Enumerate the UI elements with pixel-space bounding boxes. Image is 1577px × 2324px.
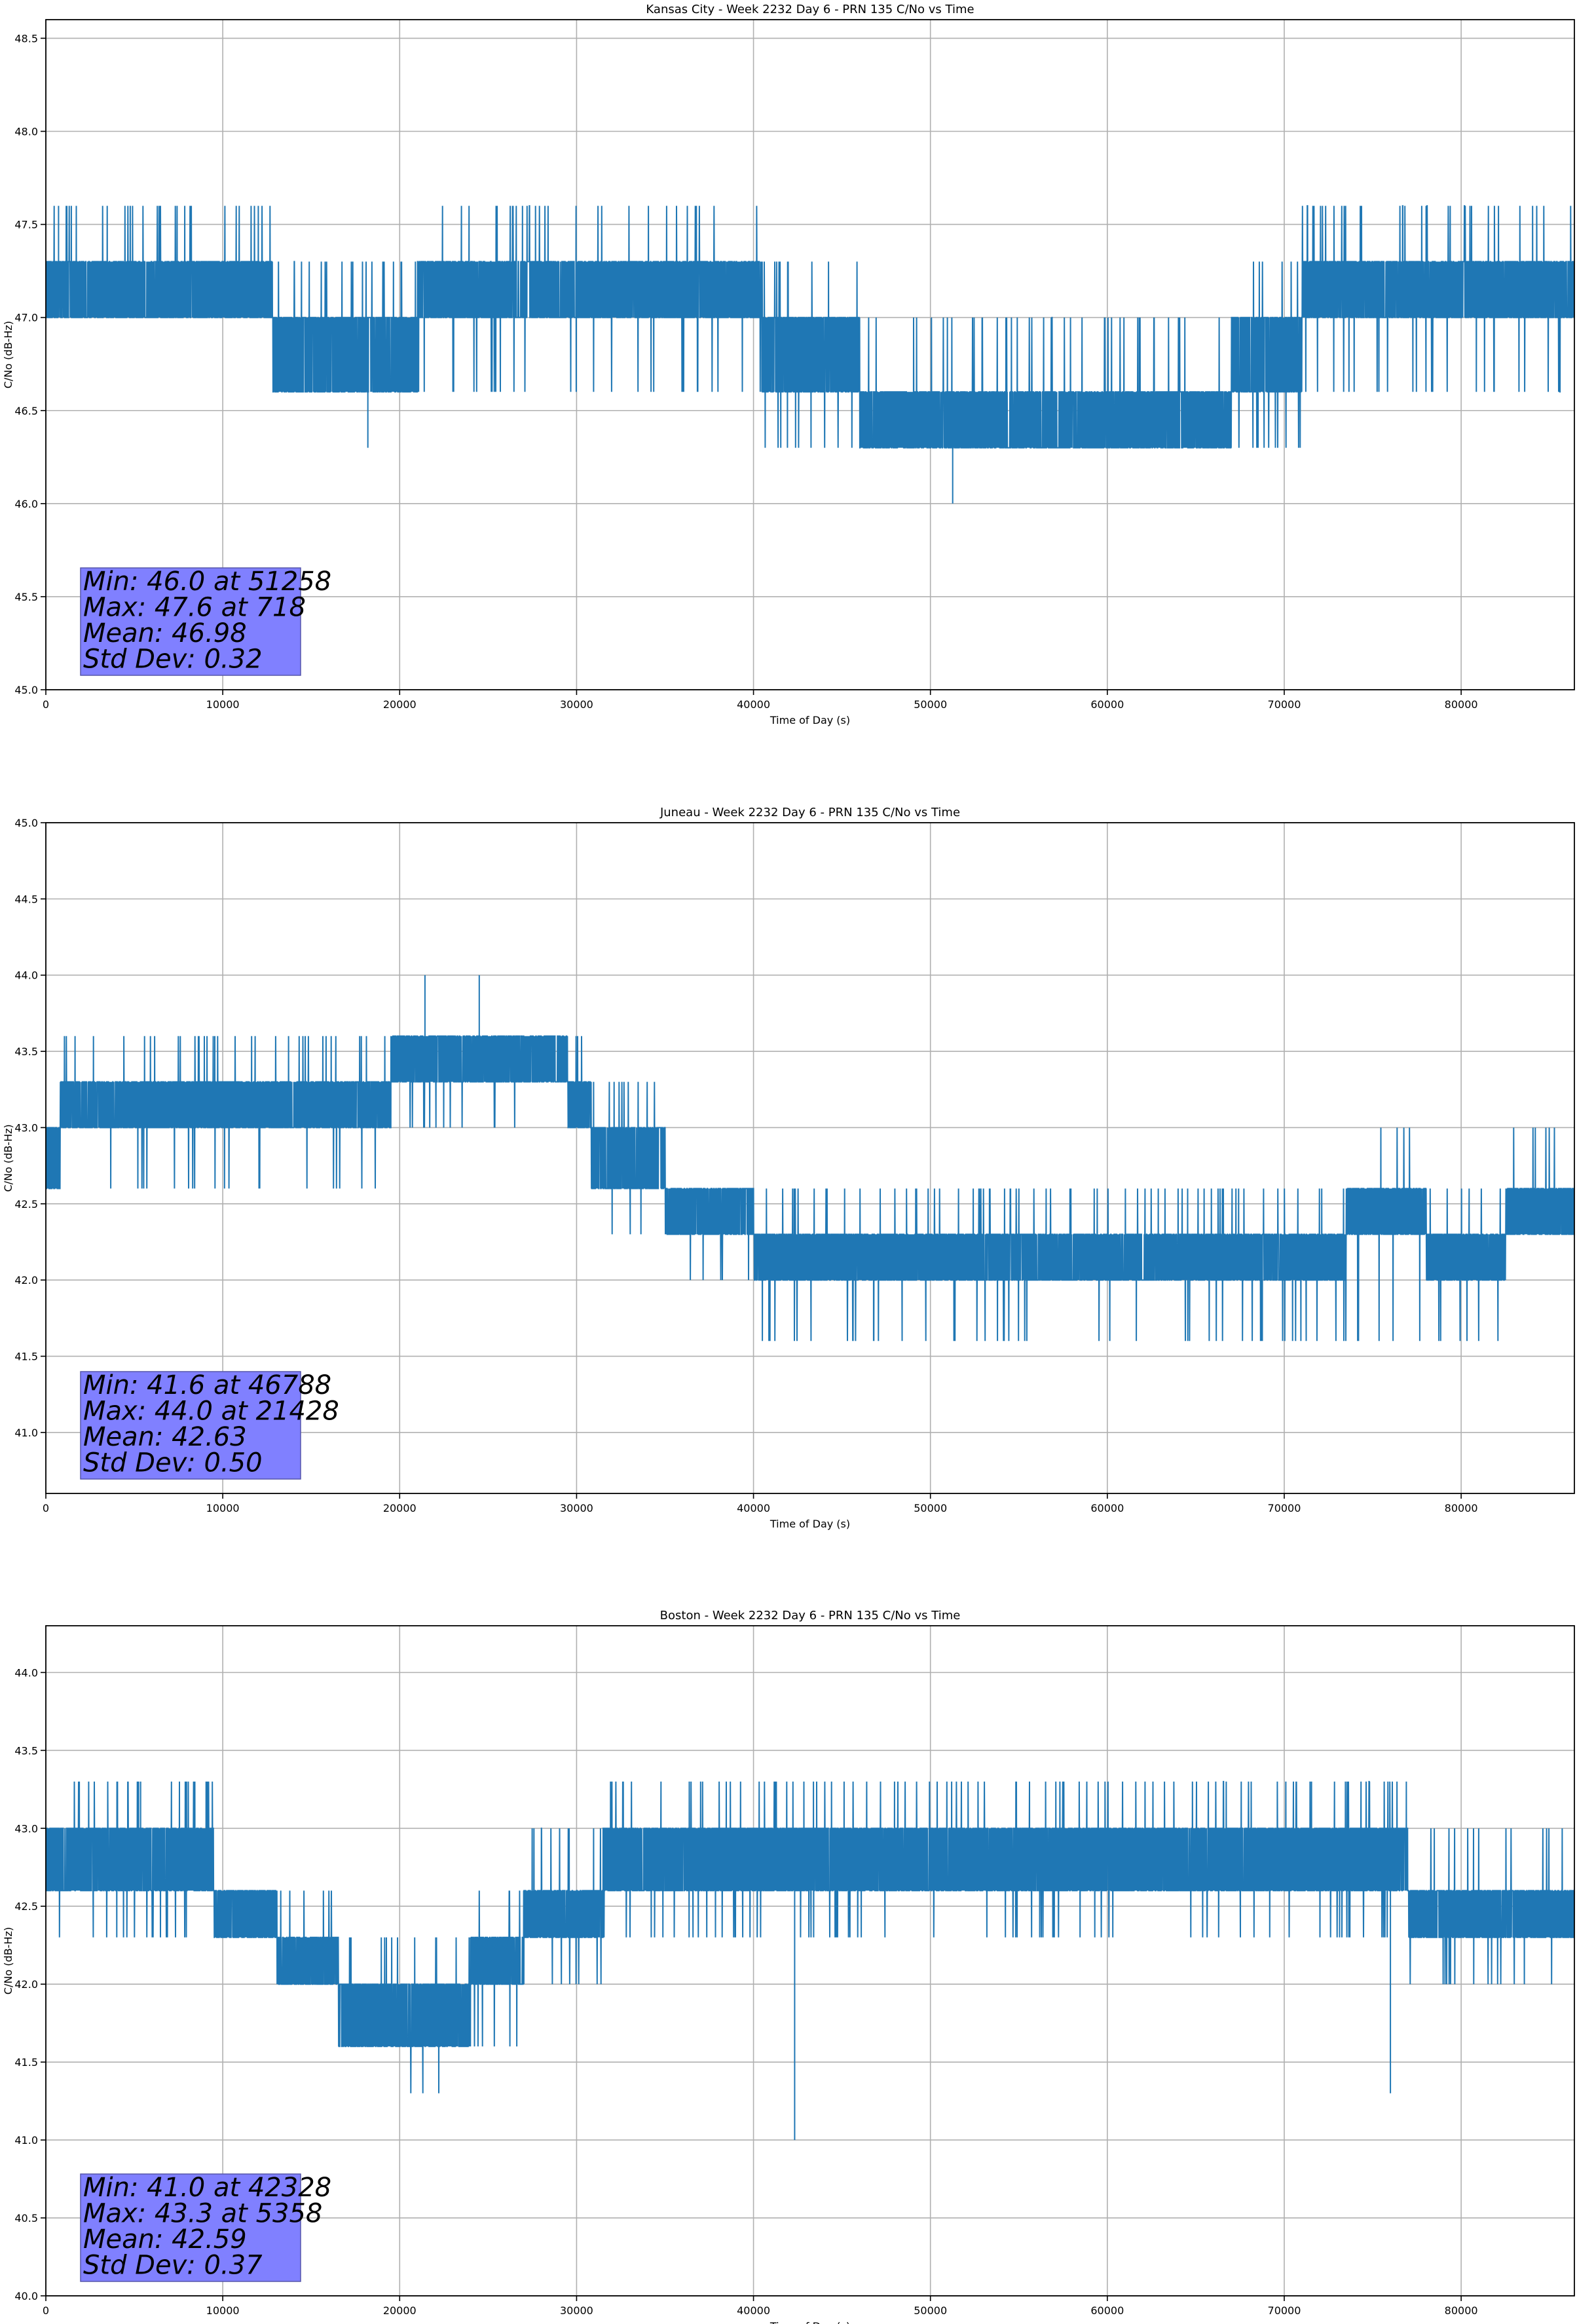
x-tick-label: 60000	[1090, 2304, 1124, 2317]
x-tick-label: 50000	[914, 698, 947, 711]
stats-min: Min: 46.0 at 51258	[83, 567, 331, 597]
y-tick-label: 41.0	[14, 1427, 38, 1439]
x-tick-label: 10000	[206, 698, 240, 711]
stats-mean: Mean: 42.59	[83, 2224, 247, 2255]
y-tick-label: 42.5	[14, 1900, 38, 1913]
y-tick-label: 48.5	[14, 32, 38, 45]
x-tick-label: 40000	[737, 1502, 770, 1514]
x-tick-label: 30000	[560, 2304, 593, 2317]
y-tick-label: 41.5	[14, 2056, 38, 2069]
x-axis-label: Time of Day (s)	[770, 1518, 850, 1530]
stats-max: Max: 44.0 at 21428	[83, 1396, 339, 1427]
x-tick-label: 50000	[914, 1502, 947, 1514]
x-tick-label: 80000	[1445, 2304, 1478, 2317]
axes-frame	[45, 822, 1575, 1494]
y-tick-label: 40.5	[14, 2212, 38, 2224]
series-line-cno	[45, 205, 1575, 504]
x-tick-label: 50000	[914, 2304, 947, 2317]
y-axis-label: C/No (dB-Hz)	[2, 1927, 14, 1995]
y-tick-label: 43.5	[14, 1744, 38, 1757]
chart-panel-2: 0 10000 20000 30000 40000 50000 60000 70000 8000…	[2, 806, 1575, 1530]
series-line-cno	[45, 975, 1575, 1341]
axes-frame	[45, 1625, 1575, 2296]
y-axis-label: C/No (dB-Hz)	[2, 1124, 14, 1191]
x-tick-label: 20000	[383, 2304, 417, 2317]
y-tick-label: 48.0	[14, 126, 38, 138]
y-tick-label: 42.0	[14, 1978, 38, 1991]
x-tick-label: 60000	[1090, 1502, 1124, 1514]
y-tick-label: 46.5	[14, 405, 38, 417]
chart-title: Juneau - Week 2232 Day 6 - PRN 135 C/No …	[659, 806, 960, 819]
chart-panel-1: 0 10000 20000 30000 40000 50000 60000 70000 8000…	[2, 3, 1575, 726]
axes-frame	[45, 19, 1575, 690]
y-tick-label: 43.0	[14, 1822, 38, 1835]
y-tick-label: 47.0	[14, 312, 38, 324]
stats-mean: Mean: 42.63	[83, 1422, 247, 1452]
stats-std-dev: Std Dev: 0.32	[83, 645, 263, 675]
y-tick-label: 47.5	[14, 219, 38, 231]
y-tick-label: 45.0	[14, 817, 38, 829]
stats-min: Min: 41.0 at 42328	[83, 2173, 331, 2203]
stats-max: Max: 43.3 at 5358	[83, 2199, 322, 2229]
y-tick-label: 41.5	[14, 1351, 38, 1363]
stats-max: Max: 47.6 at 718	[83, 593, 306, 623]
x-tick-label: 80000	[1445, 1502, 1478, 1514]
y-tick-label: 43.0	[14, 1121, 38, 1134]
x-axis-label: Time of Day (s)	[770, 714, 850, 726]
y-tick-label: 44.5	[14, 893, 38, 905]
y-tick-label: 45.5	[14, 591, 38, 603]
x-tick-label: 40000	[737, 698, 770, 711]
x-tick-label: 60000	[1090, 698, 1124, 711]
stats-std-dev: Std Dev: 0.37	[83, 2251, 263, 2281]
y-axis-label: C/No (dB-Hz)	[2, 321, 14, 388]
stats-box	[80, 567, 301, 676]
stats-min: Min: 41.6 at 46788	[83, 1370, 331, 1400]
y-tick-label: 44.0	[14, 1666, 38, 1679]
x-tick-label: 20000	[383, 1502, 417, 1514]
chart-title: Kansas City - Week 2232 Day 6 - PRN 135 …	[646, 3, 974, 16]
y-tick-label: 45.0	[14, 684, 38, 696]
x-tick-label: 80000	[1445, 698, 1478, 711]
x-tick-label: 40000	[737, 2304, 770, 2317]
y-tick-label: 44.0	[14, 969, 38, 982]
series-line-cno	[45, 1780, 1575, 2141]
x-tick-label: 20000	[383, 698, 417, 711]
chart-panel-3: 0 10000 20000 30000 40000 50000 60000 70000 8000…	[2, 1609, 1575, 2324]
x-tick-label: 10000	[206, 2304, 240, 2317]
x-axis-label: Time of Day (s)	[770, 2320, 850, 2324]
stats-std-dev: Std Dev: 0.50	[83, 1448, 263, 1478]
y-tick-label: 46.0	[14, 498, 38, 510]
x-tick-label: 10000	[206, 1502, 240, 1514]
x-tick-label: 30000	[560, 698, 593, 711]
y-tick-label: 43.5	[14, 1045, 38, 1058]
y-tick-label: 42.0	[14, 1274, 38, 1286]
x-tick-label: 0	[43, 2304, 49, 2317]
x-tick-label: 0	[43, 1502, 49, 1514]
y-tick-label: 40.0	[14, 2290, 38, 2302]
stats-mean: Mean: 46.98	[83, 618, 247, 648]
x-tick-label: 70000	[1268, 1502, 1301, 1514]
stats-box	[80, 1371, 301, 1480]
stats-box	[80, 2173, 301, 2282]
chart-title: Boston - Week 2232 Day 6 - PRN 135 C/No …	[660, 1609, 961, 1622]
x-tick-label: 0	[43, 698, 49, 711]
x-tick-label: 30000	[560, 1502, 593, 1514]
y-tick-label: 42.5	[14, 1198, 38, 1210]
x-tick-label: 70000	[1268, 698, 1301, 711]
y-tick-label: 41.0	[14, 2134, 38, 2146]
x-tick-label: 70000	[1268, 2304, 1301, 2317]
